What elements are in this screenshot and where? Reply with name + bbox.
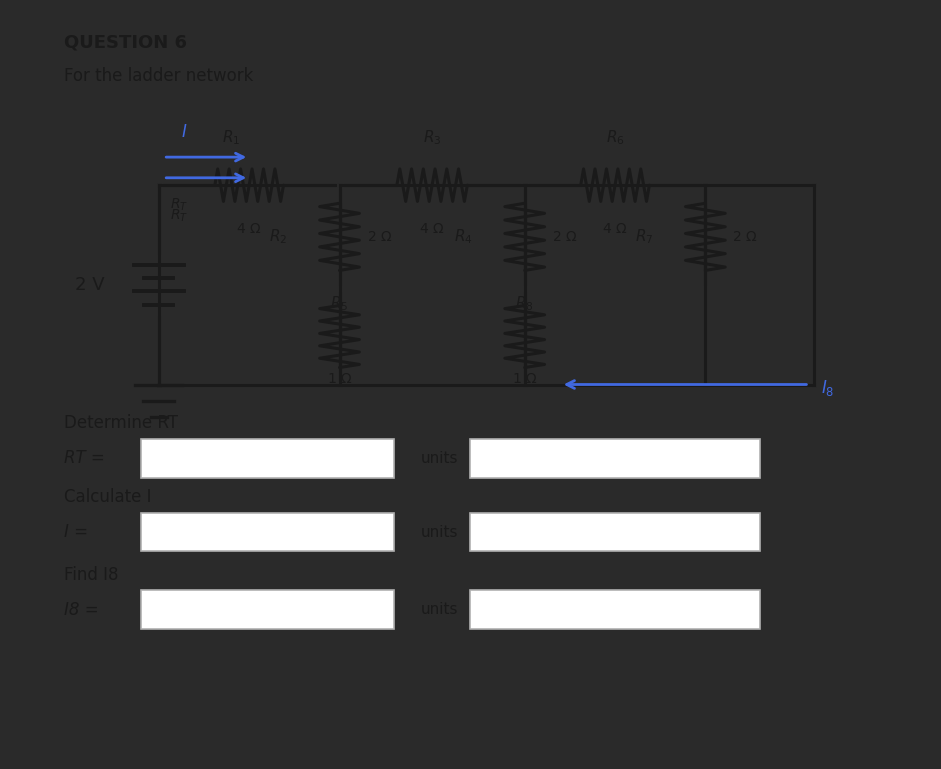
FancyBboxPatch shape [470, 591, 759, 629]
FancyBboxPatch shape [141, 513, 393, 551]
Text: 2 $\Omega$: 2 $\Omega$ [551, 230, 577, 244]
FancyBboxPatch shape [470, 513, 759, 551]
Text: 4 $\Omega$: 4 $\Omega$ [236, 222, 262, 236]
Text: 4 $\Omega$: 4 $\Omega$ [420, 222, 445, 236]
Text: Calculate I: Calculate I [64, 488, 152, 506]
Text: units: units [421, 524, 458, 540]
Text: QUESTION 6: QUESTION 6 [64, 34, 187, 52]
Text: $R_3$: $R_3$ [423, 128, 441, 147]
Text: $R_2$: $R_2$ [269, 228, 287, 246]
Text: Determine RT: Determine RT [64, 414, 178, 432]
FancyBboxPatch shape [470, 439, 759, 478]
Text: RT =: RT = [64, 449, 104, 468]
Text: 1 $\Omega$: 1 $\Omega$ [512, 372, 537, 386]
Text: units: units [421, 451, 458, 466]
FancyBboxPatch shape [141, 439, 393, 478]
Text: $R_T$: $R_T$ [169, 208, 188, 224]
Text: 2 $\Omega$: 2 $\Omega$ [732, 230, 758, 244]
Text: $R_7$: $R_7$ [634, 228, 653, 246]
Text: 1 $\Omega$: 1 $\Omega$ [327, 372, 352, 386]
Text: 2 V: 2 V [75, 276, 104, 294]
Text: 4 $\Omega$: 4 $\Omega$ [602, 222, 628, 236]
Text: $R_T$: $R_T$ [169, 196, 188, 213]
Text: $R_6$: $R_6$ [606, 128, 625, 147]
Text: $R_5$: $R_5$ [330, 295, 349, 313]
Text: $R_4$: $R_4$ [454, 228, 472, 246]
Text: $R_1$: $R_1$ [222, 128, 240, 147]
Text: $I$: $I$ [182, 123, 188, 141]
Text: Find I8: Find I8 [64, 566, 119, 584]
Text: units: units [421, 602, 458, 618]
Text: For the ladder network: For the ladder network [64, 67, 253, 85]
Text: I =: I = [64, 523, 88, 541]
Text: I8 =: I8 = [64, 601, 99, 619]
Text: $R_8$: $R_8$ [516, 295, 534, 313]
Text: $I_8$: $I_8$ [821, 378, 835, 398]
Text: 2 $\Omega$: 2 $\Omega$ [367, 230, 392, 244]
FancyBboxPatch shape [141, 591, 393, 629]
